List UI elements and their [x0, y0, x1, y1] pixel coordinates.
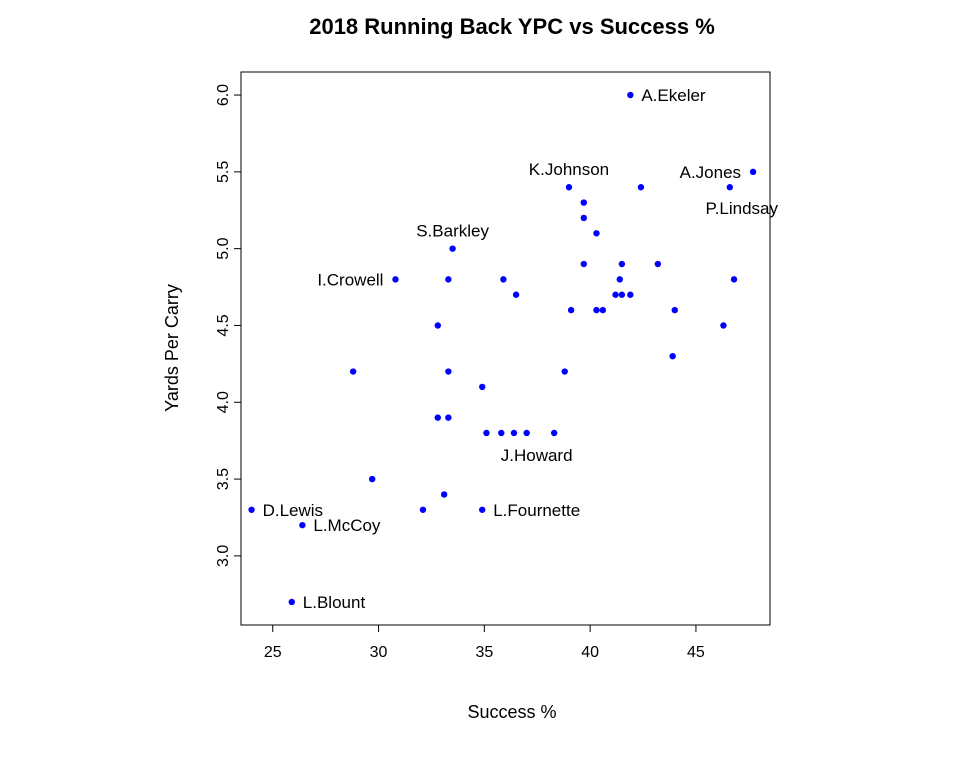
y-tick-label: 4.0: [215, 391, 232, 413]
data-point: [512, 291, 520, 298]
data-point: [434, 322, 441, 329]
x-tick-label: 25: [264, 644, 282, 661]
data-point: [618, 291, 626, 298]
data-point: [612, 291, 619, 298]
data-point: [349, 368, 357, 375]
y-tick-label: 5.0: [215, 237, 232, 259]
point-labels: A.Ekeler A.Jones P.Lindsay K.Johnson S.Barkl…: [263, 86, 779, 612]
data-point: [627, 291, 634, 298]
data-point: [449, 245, 456, 252]
plot-frame: [240, 71, 771, 626]
data-point: [483, 429, 490, 437]
data-point: [580, 260, 587, 268]
data-point: [671, 306, 678, 314]
data-point: [550, 429, 558, 437]
point-label: S.Barkley: [416, 222, 489, 241]
data-point: [637, 184, 645, 191]
data-point: [580, 199, 587, 206]
data-point: [593, 230, 600, 237]
data-point: [654, 260, 662, 268]
data-point: [627, 91, 634, 99]
y-axis: 3.0 3.5 4.0 4.5 5.0 5.5 6.0: [215, 84, 241, 567]
data-point: [419, 506, 427, 513]
data-point: [720, 322, 727, 329]
data-point: [498, 429, 505, 437]
point-label: L.McCoy: [313, 516, 381, 535]
data-point: [288, 598, 295, 606]
chart-title: 2018 Running Back YPC vs Success %: [309, 14, 715, 39]
data-point: [599, 306, 607, 314]
data-point: [730, 276, 738, 283]
point-label: K.Johnson: [529, 160, 609, 179]
data-point: [434, 414, 441, 421]
point-label: A.Jones: [680, 163, 741, 182]
point-label: L.Blount: [303, 593, 366, 612]
data-point: [561, 368, 568, 375]
data-point: [749, 168, 757, 176]
x-tick-label: 30: [370, 644, 388, 661]
x-tick-label: 35: [475, 644, 493, 661]
y-tick-label: 5.5: [215, 161, 232, 183]
y-axis-label: Yards Per Carry: [162, 284, 182, 412]
data-point: [593, 306, 600, 314]
data-point: [567, 306, 575, 314]
y-tick-label: 4.5: [215, 314, 232, 336]
data-point: [445, 276, 452, 283]
data-point: [618, 260, 626, 268]
data-points: [248, 91, 757, 606]
data-point: [368, 475, 376, 483]
data-point: [445, 414, 452, 421]
x-axis: 25 30 35 40 45: [264, 625, 705, 661]
data-point: [248, 506, 255, 513]
data-point: [392, 276, 399, 283]
point-label: D.Lewis: [263, 501, 323, 520]
point-label: I.Crowell: [317, 270, 383, 289]
point-label: J.Howard: [501, 446, 573, 465]
data-point: [565, 184, 573, 191]
x-axis-label: Success %: [467, 702, 556, 722]
data-point: [299, 521, 306, 529]
point-label: P.Lindsay: [706, 199, 779, 218]
data-point: [669, 352, 676, 360]
data-point: [445, 368, 452, 375]
data-point: [479, 506, 486, 513]
point-label: L.Fournette: [493, 501, 580, 520]
y-tick-label: 6.0: [215, 84, 232, 106]
x-tick-label: 45: [687, 644, 705, 661]
data-point: [726, 184, 733, 191]
x-tick-label: 40: [581, 644, 599, 661]
data-point: [500, 276, 507, 283]
data-point: [616, 276, 623, 283]
data-point: [580, 214, 587, 222]
point-label: A.Ekeler: [641, 86, 706, 105]
y-tick-label: 3.5: [215, 468, 232, 490]
y-tick-label: 3.0: [215, 545, 232, 567]
data-point: [479, 383, 486, 391]
data-point: [440, 491, 448, 498]
data-point: [523, 429, 530, 437]
data-point: [510, 429, 518, 437]
